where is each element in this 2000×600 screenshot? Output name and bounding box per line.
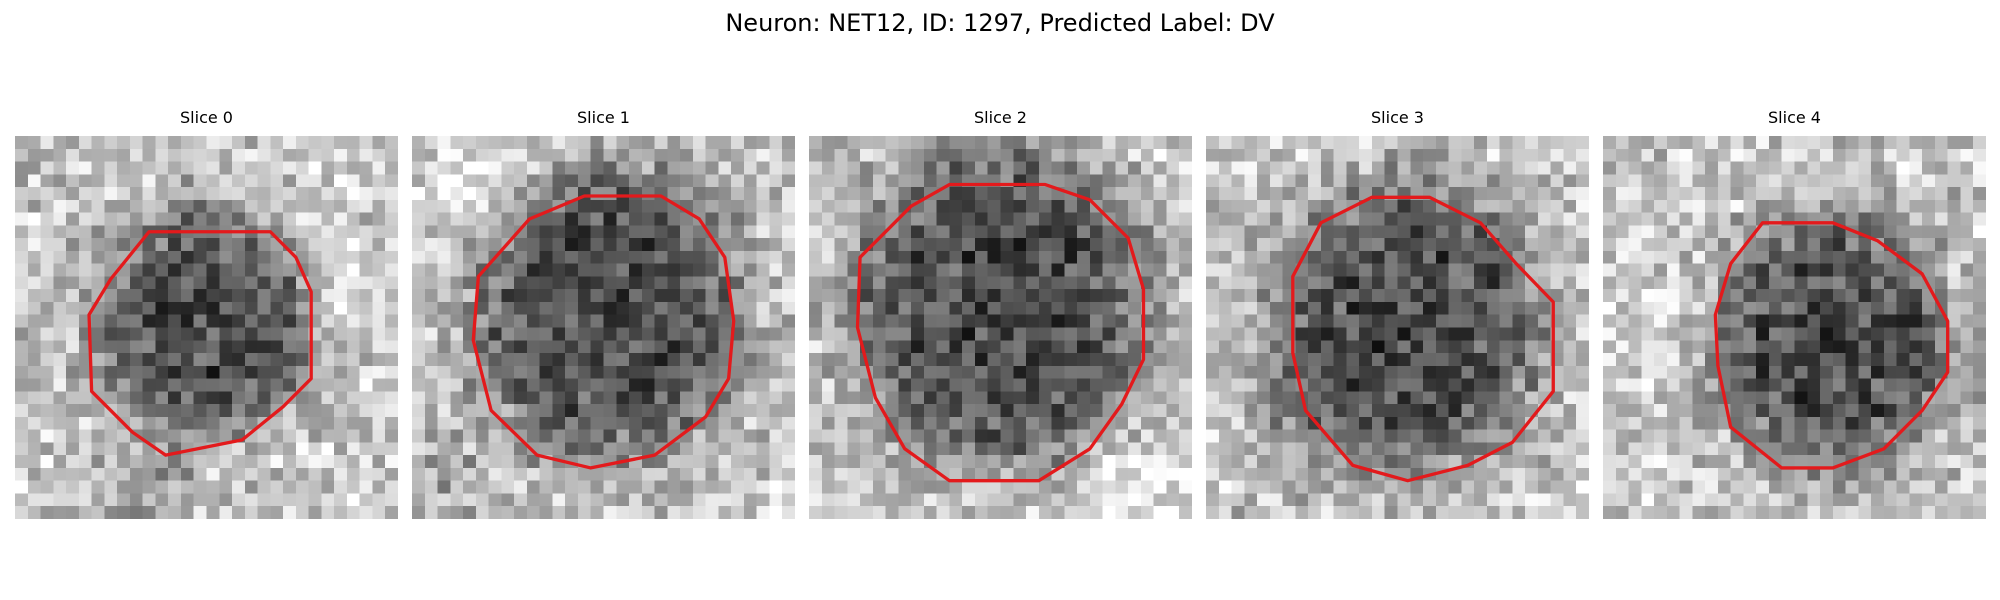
pixel-grid xyxy=(1603,136,1986,519)
slice-panel-2: Slice 2 xyxy=(809,108,1192,519)
slice-panel-4: Slice 4 xyxy=(1603,108,1986,519)
roi-contour xyxy=(87,230,313,457)
slice-image xyxy=(15,136,398,519)
slice-svg xyxy=(412,136,795,519)
slice-title: Slice 2 xyxy=(974,108,1027,127)
slice-svg xyxy=(1206,136,1589,519)
slice-image xyxy=(412,136,795,519)
roi-contour xyxy=(855,182,1146,483)
slice-title: Slice 4 xyxy=(1768,108,1821,127)
slice-title: Slice 1 xyxy=(577,108,630,127)
pixel-grid xyxy=(15,136,398,519)
roi-contour xyxy=(1713,221,1950,470)
slice-image xyxy=(809,136,1192,519)
slice-svg xyxy=(809,136,1192,519)
slice-panel-0: Slice 0 xyxy=(15,108,398,519)
slice-panel-1: Slice 1 xyxy=(412,108,795,519)
slice-svg xyxy=(15,136,398,519)
slice-image xyxy=(1603,136,1986,519)
roi-contour xyxy=(471,194,736,470)
slice-title: Slice 0 xyxy=(180,108,233,127)
pixel-grid xyxy=(412,136,795,519)
slice-panel-3: Slice 3 xyxy=(1206,108,1589,519)
slice-svg xyxy=(1603,136,1986,519)
slice-title: Slice 3 xyxy=(1371,108,1424,127)
pixel-grid xyxy=(1206,136,1589,519)
pixel-grid xyxy=(809,136,1192,519)
slice-image xyxy=(1206,136,1589,519)
roi-contour xyxy=(1291,195,1555,483)
figure-title: Neuron: NET12, ID: 1297, Predicted Label… xyxy=(725,9,1275,37)
